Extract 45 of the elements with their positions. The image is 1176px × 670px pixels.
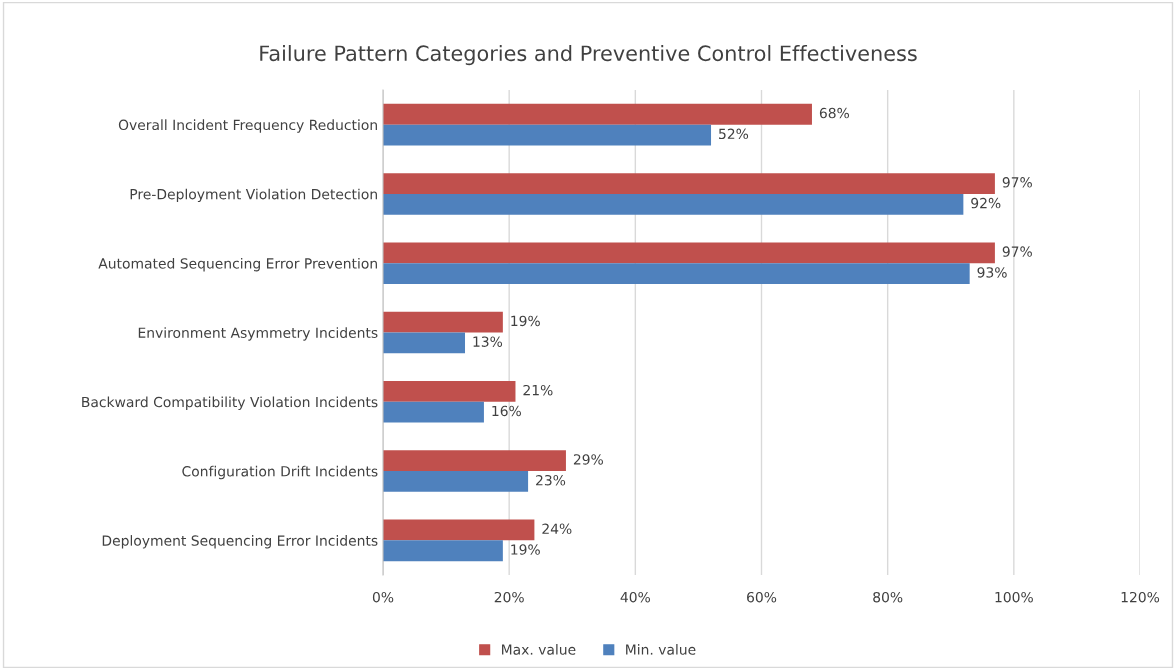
y-tick-label: Backward Compatibility Violation Incidents (82, 396, 378, 410)
y-tick-label: Overall Incident Frequency Reduction (118, 119, 377, 133)
bar (383, 332, 466, 354)
data-label: 16% (492, 405, 521, 417)
bar (383, 193, 964, 215)
y-tick-label: Automated Sequencing Error Prevention (98, 257, 377, 272)
bar (383, 401, 484, 423)
legend-label: Min. value (626, 644, 696, 655)
bar (383, 471, 529, 492)
data-label: 52% (719, 128, 749, 140)
x-tick-label: 40% (620, 591, 650, 603)
bar (383, 103, 812, 125)
x-tick-label: 120% (1121, 591, 1160, 603)
y-tick-label: Pre-Deployment Violation Detection (130, 188, 377, 203)
bar (383, 242, 995, 264)
y-tick-label: Environment Asymmetry Incidents (138, 327, 378, 341)
data-label: 13% (473, 336, 503, 347)
bar (383, 450, 566, 472)
bar (383, 173, 995, 194)
data-label: 29% (573, 454, 603, 465)
bar (383, 263, 970, 284)
x-tick-label: 0% (372, 591, 394, 603)
data-label: 19% (511, 315, 540, 327)
data-label: 24% (542, 523, 572, 534)
y-tick-label: Configuration Drift Incidents (182, 465, 378, 480)
bar (383, 519, 535, 541)
x-tick-label: 60% (747, 591, 777, 603)
data-label: 21% (523, 384, 553, 396)
data-label: 93% (977, 267, 1007, 278)
bar (383, 381, 516, 402)
bar (383, 124, 712, 146)
x-tick-label: 100% (995, 591, 1033, 603)
x-tick-label: 80% (873, 591, 903, 603)
y-tick-label: Deployment Sequencing Error Incidents (102, 535, 378, 549)
data-label: 97% (1002, 177, 1032, 188)
x-tick-label: 20% (494, 591, 524, 603)
data-label: 19% (511, 544, 540, 555)
data-label: 97% (1002, 246, 1032, 257)
legend-label: Max. value (502, 644, 576, 655)
data-label: 92% (971, 197, 1001, 209)
chart-title: Failure Pattern Categories and Preventive Control Effectiveness (260, 45, 917, 66)
bar (383, 311, 503, 333)
data-label: 68% (819, 107, 850, 119)
bar (383, 540, 503, 562)
data-label: 23% (536, 474, 566, 486)
